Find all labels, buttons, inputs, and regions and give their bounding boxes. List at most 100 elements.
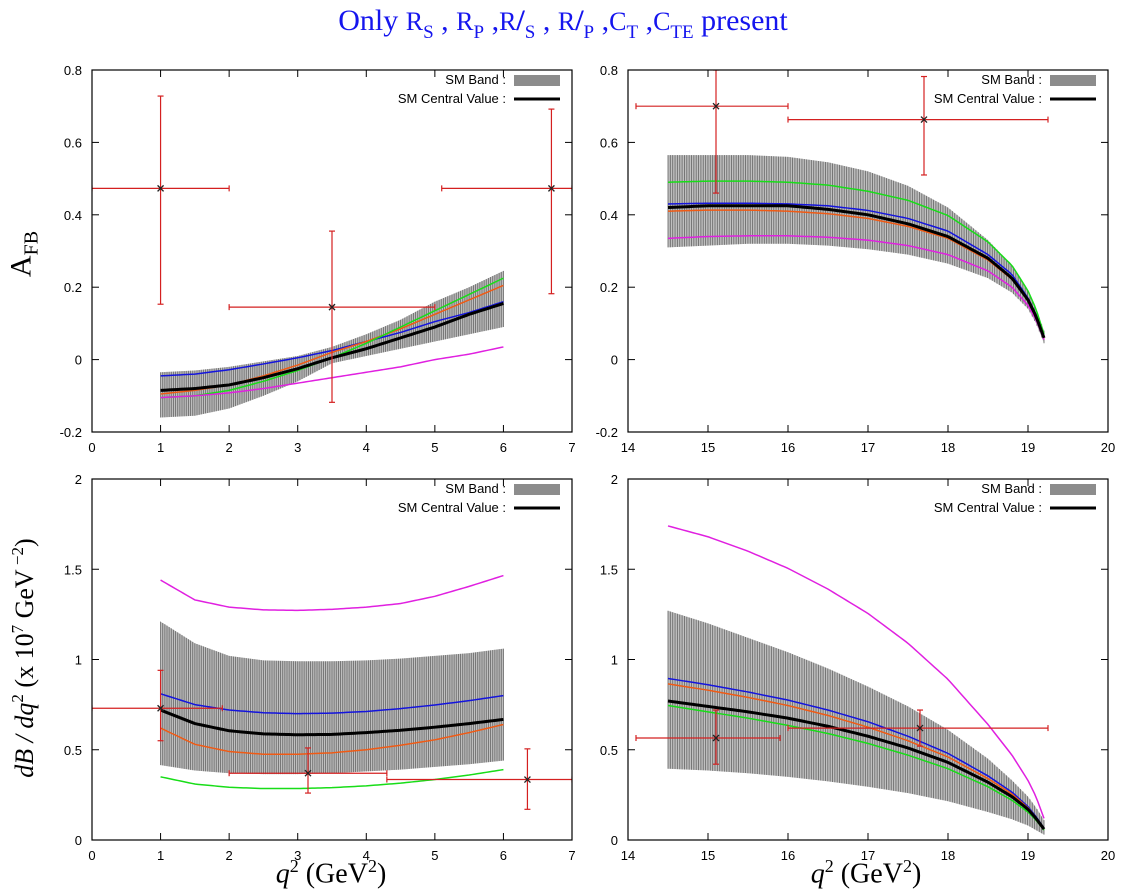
x-tick-label: 3 [294,848,301,863]
x-tick-label: 5 [431,848,438,863]
title-text: R [456,7,474,36]
legend-band-label: SM Band : [981,481,1042,496]
data-point [228,747,388,794]
x-label-text: ) [376,858,387,890]
y-tick-label: 0.6 [600,135,618,150]
y-tick-label: 0.4 [600,208,618,223]
title-text: R [405,7,424,36]
x-tick-label: 20 [1101,848,1115,863]
title-subscript: P [583,22,595,43]
legend-band-swatch [1050,75,1096,86]
data-point [386,748,572,810]
y-tick-label: 1 [611,653,618,668]
x-tick-label: 14 [621,440,635,455]
x-tick-label: 16 [781,440,795,455]
sm-band [160,621,504,775]
x-tick-label: 0 [88,848,95,863]
data-point [635,70,789,194]
y-tick-label: 0 [611,833,618,848]
data-point [441,108,572,295]
x-tick-label: 19 [1021,848,1035,863]
data-point [787,709,1049,747]
plot-frame [627,69,1109,433]
figure-title: Only RS , RP ,R/S , R/P ,CT ,CTE present [0,4,1126,44]
y-tick-label: 0.4 [64,208,82,223]
data-point [92,669,223,742]
sm-central-curve [667,699,1046,831]
y-tick-label: 1.5 [64,562,82,577]
legend-band-label: SM Band : [445,481,506,496]
legend: SM Band : SM Central Value : [398,481,560,515]
y-tick-label: 1 [75,653,82,668]
title-subscript: S [423,22,434,43]
x-tick-label: 1 [157,848,164,863]
np-curve-magenta [667,525,1045,819]
y-tick-label: 0.2 [64,280,82,295]
y-tick-label: 0 [611,353,618,368]
x-tick-label: 4 [363,848,370,863]
np-curve-magenta [667,235,1045,340]
y-tick-label: -0.2 [596,425,618,440]
legend-central-label: SM Central Value : [398,500,506,515]
title-text: , [638,4,654,37]
x-label-text: q [275,858,290,890]
x-axis-label-right: q2 (GeV2) [811,856,922,890]
title-subscript: TE [670,22,694,43]
np-curve-green [160,768,504,790]
plot-area [635,70,1049,344]
x-axis-label-left: q2 (GeV2) [276,856,387,890]
title-prime: / [575,4,584,37]
y-tick-label: 0.6 [64,135,82,150]
x-tick-label: 15 [701,848,715,863]
x-label-superscript: 2 [902,856,912,876]
x-tick-label: 4 [363,440,370,455]
data-point [92,95,230,305]
data-marker [304,769,312,777]
x-tick-label: 6 [500,848,507,863]
x-tick-label: 20 [1101,440,1115,455]
x-tick-label: 7 [568,848,575,863]
x-tick-label: 18 [941,440,955,455]
title-prime: / [516,4,525,37]
y-tick-label: 0.5 [64,743,82,758]
y-tick-label: 0.2 [600,280,618,295]
legend-band-label: SM Band : [445,72,506,87]
legend-band-swatch [514,75,560,86]
title-text: R [499,7,517,36]
sm-band [667,155,1045,344]
x-tick-label: 16 [781,848,795,863]
x-tick-label: 3 [294,440,301,455]
panel-afb_high: 14 15 16 17 18 19 20 -0.2 0 0.2 0.4 0.6 0.8 SM Band :… [596,63,1116,455]
title-text: C [609,7,627,36]
title-subscript: S [524,22,536,43]
y-tick-label: 0 [75,833,82,848]
title-subscript: T [626,22,639,43]
panel-br_high: 14 15 16 17 18 19 20 0 0.5 1 1.5 2 SM Band : SM Centr… [600,472,1115,863]
x-tick-label: 6 [500,440,507,455]
plot-frame [91,69,573,433]
sm-central-curve [160,708,504,737]
x-label-text: ) [911,858,922,890]
data-marker [157,184,165,192]
x-tick-label: 18 [941,848,955,863]
y-tick-label: 0.5 [600,743,618,758]
data-marker [523,776,531,783]
x-tick-label: 2 [226,440,233,455]
x-tick-label: 7 [568,440,575,455]
panel-afb_low: 0 1 2 3 4 5 6 7 -0.2 0 0.2 0.4 0.6 0.8 SM Band : SM Cen… [60,63,576,455]
title-text: C [653,7,671,36]
np-curve-blue [667,677,1045,829]
np-curve-orange [667,683,1045,830]
np-curve-blue [667,202,1045,337]
title-subscript: P [473,22,485,43]
np-curve-green [667,180,1045,335]
x-tick-label: 17 [861,848,875,863]
x-label-text: q [810,858,825,890]
data-point [635,709,781,765]
data-marker [712,734,720,742]
np-curve-orange [667,209,1045,339]
legend-band-swatch [514,484,560,495]
data-marker [157,704,165,712]
